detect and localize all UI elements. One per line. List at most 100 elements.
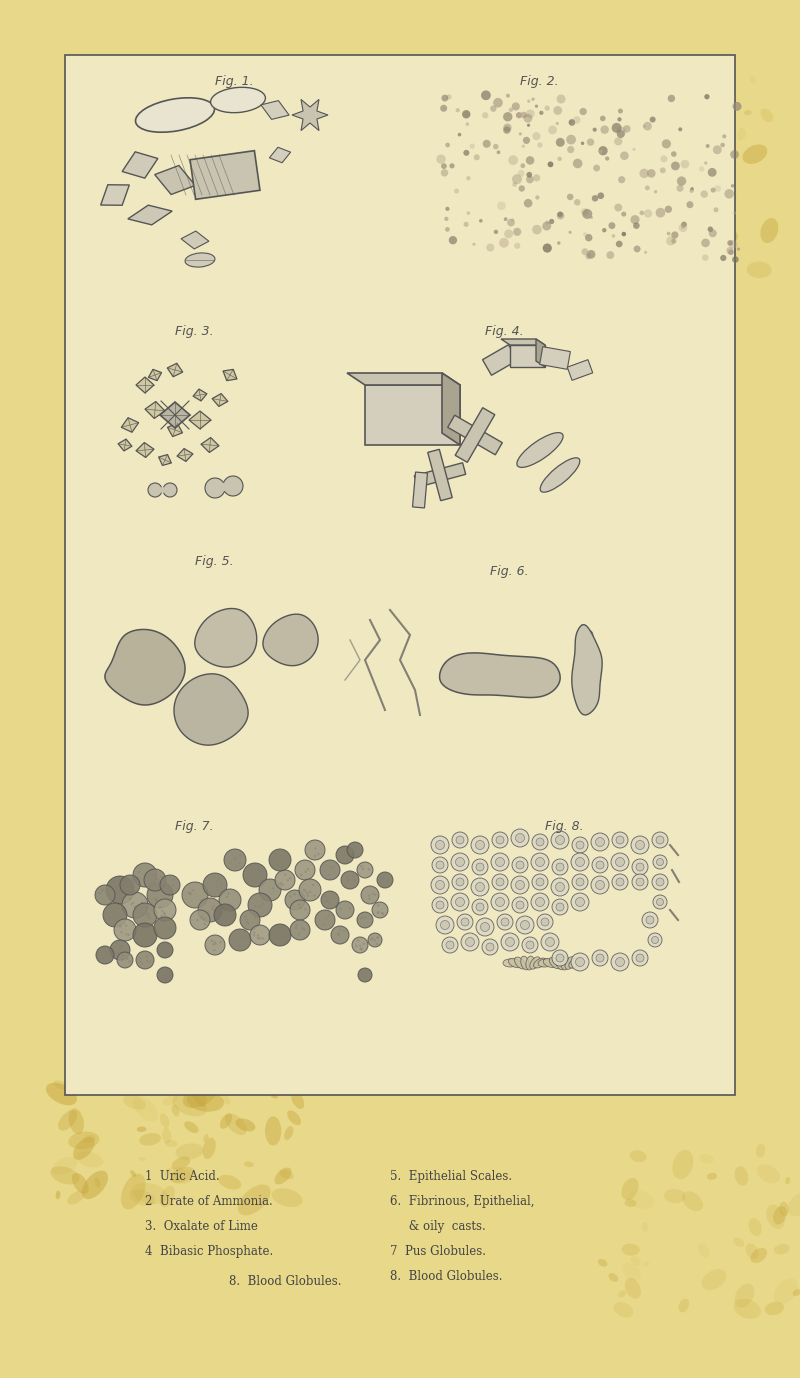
Circle shape (503, 112, 513, 121)
Circle shape (454, 189, 459, 193)
Ellipse shape (526, 956, 534, 970)
Circle shape (294, 893, 296, 896)
Circle shape (144, 870, 166, 892)
Text: Fig. 1.: Fig. 1. (215, 74, 254, 88)
Circle shape (571, 893, 589, 911)
Circle shape (666, 237, 675, 245)
Polygon shape (128, 205, 172, 225)
Polygon shape (212, 394, 228, 407)
Ellipse shape (598, 1259, 607, 1266)
Circle shape (139, 933, 142, 936)
Ellipse shape (238, 1185, 270, 1215)
Circle shape (503, 124, 512, 132)
Circle shape (463, 150, 470, 156)
Circle shape (286, 879, 289, 882)
Circle shape (483, 672, 497, 688)
Circle shape (259, 870, 262, 872)
Circle shape (526, 172, 532, 178)
Circle shape (146, 914, 149, 915)
Circle shape (612, 874, 628, 890)
Ellipse shape (681, 204, 698, 222)
Circle shape (622, 212, 626, 216)
Circle shape (103, 903, 127, 927)
Circle shape (482, 112, 489, 119)
Circle shape (491, 893, 509, 911)
Ellipse shape (224, 1061, 231, 1072)
Circle shape (644, 209, 652, 218)
Circle shape (511, 219, 514, 222)
Circle shape (146, 955, 148, 958)
Circle shape (552, 858, 568, 875)
Circle shape (533, 174, 540, 182)
Circle shape (701, 190, 708, 198)
Circle shape (219, 941, 222, 944)
Ellipse shape (198, 1067, 212, 1093)
Circle shape (639, 168, 649, 178)
Circle shape (512, 857, 528, 874)
Polygon shape (347, 373, 460, 384)
Ellipse shape (757, 1164, 780, 1184)
Ellipse shape (614, 204, 630, 220)
Ellipse shape (130, 1189, 155, 1206)
Circle shape (258, 905, 260, 908)
Circle shape (350, 847, 352, 850)
Ellipse shape (173, 1094, 206, 1116)
Ellipse shape (437, 154, 449, 171)
Circle shape (274, 934, 277, 936)
Circle shape (182, 882, 208, 908)
Circle shape (262, 937, 264, 940)
Circle shape (547, 161, 554, 167)
Ellipse shape (81, 1069, 92, 1087)
Ellipse shape (503, 959, 517, 967)
Polygon shape (292, 99, 328, 131)
Circle shape (331, 926, 349, 944)
Circle shape (377, 904, 379, 907)
Ellipse shape (74, 1031, 85, 1036)
Polygon shape (101, 185, 130, 205)
Circle shape (449, 236, 457, 244)
Circle shape (652, 832, 668, 847)
Ellipse shape (534, 958, 546, 967)
Ellipse shape (246, 1073, 258, 1083)
Ellipse shape (710, 124, 715, 131)
Circle shape (588, 645, 598, 655)
Circle shape (516, 112, 522, 119)
Ellipse shape (424, 74, 442, 90)
Circle shape (497, 150, 500, 154)
Circle shape (160, 875, 162, 878)
Circle shape (229, 929, 251, 951)
Circle shape (295, 925, 298, 926)
Circle shape (113, 912, 115, 915)
Circle shape (338, 929, 341, 932)
Circle shape (328, 900, 330, 903)
Circle shape (517, 674, 533, 690)
Circle shape (532, 834, 548, 850)
Circle shape (531, 853, 549, 871)
Circle shape (349, 907, 351, 909)
Circle shape (247, 922, 250, 925)
Circle shape (451, 893, 469, 911)
Circle shape (200, 916, 202, 918)
Ellipse shape (664, 1189, 686, 1203)
Circle shape (110, 894, 112, 897)
Circle shape (471, 878, 489, 896)
Circle shape (149, 960, 151, 963)
Circle shape (117, 952, 133, 967)
Circle shape (642, 124, 646, 128)
Circle shape (119, 948, 122, 951)
Circle shape (452, 874, 468, 890)
Circle shape (172, 878, 174, 881)
Polygon shape (122, 418, 138, 433)
Ellipse shape (68, 1131, 99, 1149)
Circle shape (377, 936, 379, 938)
Circle shape (445, 227, 450, 232)
Circle shape (345, 853, 347, 854)
Ellipse shape (734, 1298, 761, 1319)
Circle shape (449, 674, 461, 686)
Polygon shape (455, 408, 495, 462)
Circle shape (733, 211, 736, 215)
Circle shape (134, 659, 146, 671)
Polygon shape (263, 615, 318, 666)
Ellipse shape (462, 208, 482, 226)
Circle shape (297, 904, 299, 907)
